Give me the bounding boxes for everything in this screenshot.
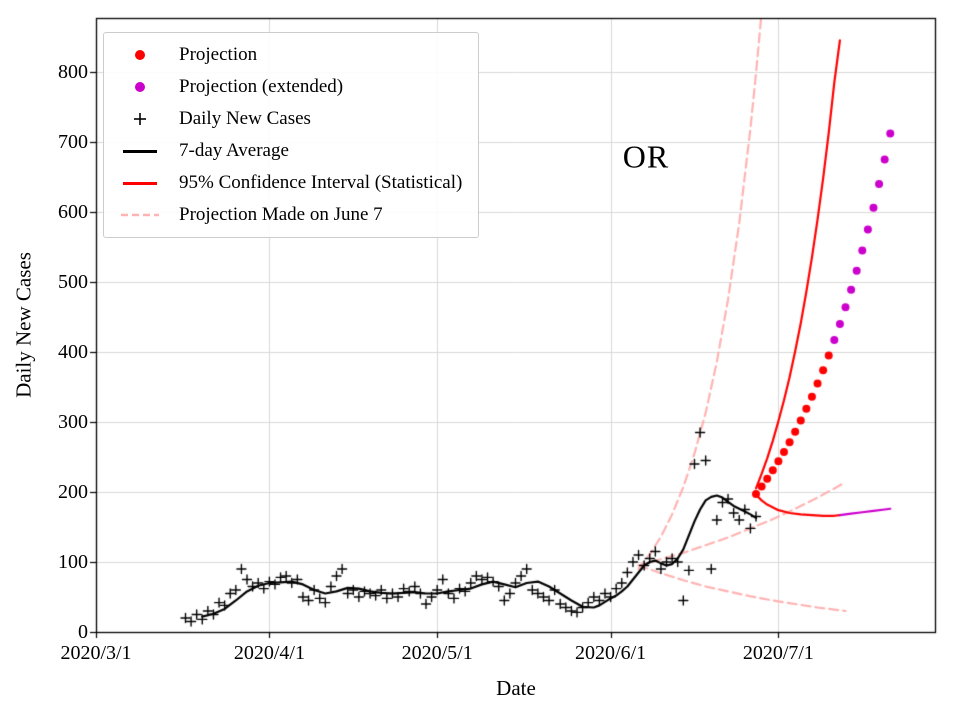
y-tick-label: 500: [58, 270, 88, 293]
y-tick-label: 700: [58, 130, 88, 153]
y-tick-label: 100: [58, 550, 88, 573]
legend-item-label: 7-day Average: [179, 140, 289, 161]
dashed-line-marker-icon: [114, 212, 166, 218]
x-tick-label: 2020/7/1: [742, 642, 814, 664]
x-tick-label: 2020/5/1: [401, 642, 473, 664]
legend-item: Projection: [114, 43, 462, 67]
plus-marker-icon: [114, 111, 166, 127]
x-axis-label: Date: [496, 676, 536, 700]
legend-item: Projection Made on June 7: [114, 203, 462, 227]
dot-marker-icon: [114, 50, 166, 60]
y-tick-label: 200: [58, 480, 88, 503]
y-tick-label: 400: [58, 340, 88, 363]
x-tick-label: 2020/6/1: [575, 642, 647, 664]
y-tick-label: 800: [58, 60, 88, 83]
dot-marker-icon: [114, 82, 166, 92]
y-tick-label: 0: [78, 621, 88, 643]
legend: Projection Projection (extended) Daily New…: [103, 32, 480, 238]
x-tick-label: 2020/4/1: [233, 642, 305, 664]
y-tick-label: 600: [58, 200, 88, 223]
y-axis-label: Daily New Cases: [11, 252, 36, 398]
legend-item: Projection (extended): [114, 75, 462, 99]
legend-item: 95% Confidence Interval (Statistical): [114, 171, 462, 195]
y-tick-label: 300: [58, 410, 88, 433]
legend-item-label: Projection Made on June 7: [179, 204, 383, 225]
line-marker-icon: [114, 149, 166, 153]
legend-item-label: Projection (extended): [179, 76, 344, 97]
legend-item-label: 95% Confidence Interval (Statistical): [179, 172, 463, 193]
x-tick-label: 2020/3/1: [60, 642, 132, 664]
legend-item: Daily New Cases: [114, 107, 462, 131]
state-annotation: OR: [622, 138, 670, 175]
legend-item-label: Projection: [179, 44, 258, 65]
legend-item: 7-day Average: [114, 139, 462, 163]
line-marker-icon: [114, 181, 166, 185]
legend-item-label: Daily New Cases: [179, 108, 311, 129]
